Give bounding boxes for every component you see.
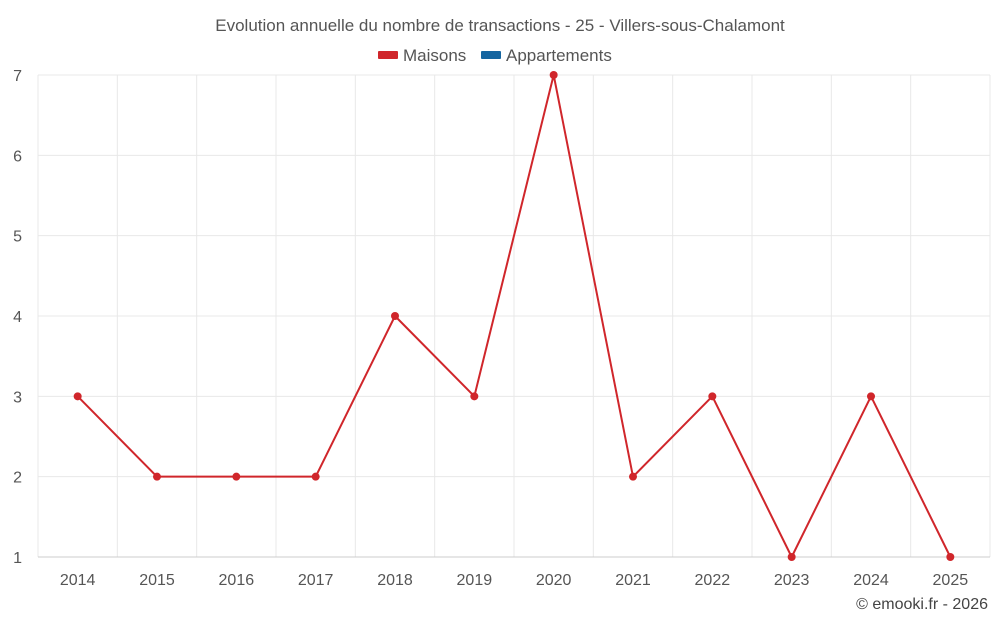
data-point[interactable] [629, 472, 637, 481]
credit-text: © emooki.fr - 2026 [856, 596, 988, 613]
x-tick-label: 2019 [457, 572, 493, 589]
legend-swatch-maisons [378, 51, 398, 59]
y-tick-label: 6 [13, 148, 22, 165]
data-point[interactable] [73, 392, 82, 401]
data-point[interactable] [391, 312, 399, 320]
x-tick-label: 2024 [853, 572, 889, 589]
data-point[interactable] [470, 392, 479, 401]
y-tick-label: 2 [13, 470, 22, 487]
x-tick-label: 2014 [60, 572, 96, 589]
y-tick-label: 1 [13, 550, 22, 567]
y-axis-ticks: 1 2 3 4 5 6 7 [13, 68, 22, 567]
y-tick-label: 5 [13, 229, 22, 246]
series-layer [73, 71, 955, 561]
grid [37, 74, 991, 558]
chart-title: Evolution annuelle du nombre de transact… [215, 16, 785, 35]
series-line-maisons [76, 74, 952, 558]
legend-swatch-appartements [481, 51, 501, 59]
data-point[interactable] [946, 553, 955, 561]
legend-label-maisons: Maisons [403, 46, 466, 65]
x-tick-label: 2018 [377, 572, 413, 589]
data-point[interactable] [311, 472, 320, 481]
y-tick-label: 3 [13, 389, 22, 406]
x-tick-label: 2020 [536, 572, 572, 589]
data-point[interactable] [232, 472, 241, 481]
x-tick-label: 2023 [774, 572, 810, 589]
data-point[interactable] [787, 553, 796, 561]
legend-item-maisons[interactable]: Maisons [378, 46, 466, 65]
y-tick-label: 7 [13, 68, 22, 85]
legend-item-appartements[interactable]: Appartements [481, 46, 612, 65]
data-point[interactable] [153, 472, 161, 481]
x-axis-ticks: 2014 2015 2016 2017 2018 2019 2020 2021 2022 2023… [60, 572, 968, 589]
data-point[interactable] [549, 71, 558, 79]
x-tick-label: 2022 [695, 572, 731, 589]
data-point[interactable] [867, 392, 875, 401]
x-tick-label: 2015 [139, 572, 175, 589]
x-tick-label: 2021 [615, 572, 651, 589]
x-tick-label: 2016 [219, 572, 255, 589]
x-tick-label: 2025 [933, 572, 969, 589]
x-tick-label: 2017 [298, 572, 334, 589]
data-point[interactable] [708, 392, 717, 401]
legend-label-appartements: Appartements [506, 46, 612, 65]
y-tick-label: 4 [13, 309, 22, 326]
legend: Maisons Appartements [378, 46, 612, 65]
